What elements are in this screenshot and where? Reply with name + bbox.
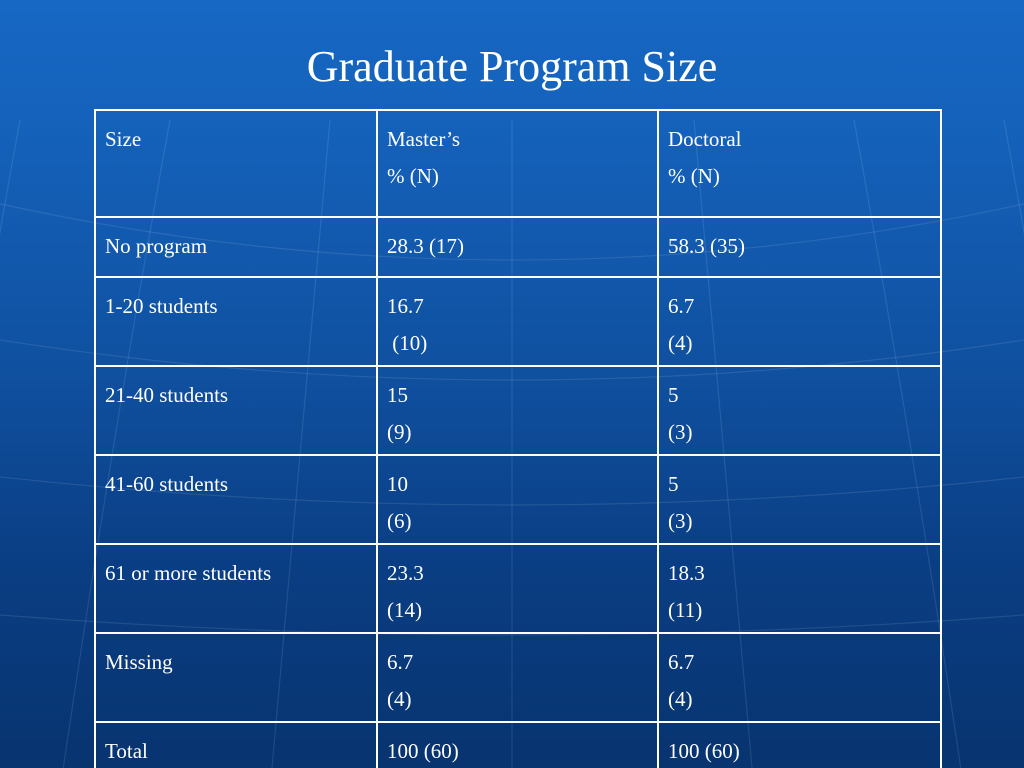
doctoral-percent: 5 xyxy=(668,472,679,496)
masters-cell: 6.7 (4) xyxy=(376,632,659,723)
size-label: 61 or more students xyxy=(105,561,272,585)
doctoral-percent: 6.7 xyxy=(668,294,695,318)
doctoral-cell: 6.7 (4) xyxy=(657,632,942,723)
doctoral-cell: 5 (3) xyxy=(657,365,942,456)
masters-percent: 23.3 xyxy=(387,561,424,585)
size-label: No program xyxy=(105,234,208,258)
program-size-table: Size Master’s % (N) Doctoral % (N) No pr… xyxy=(94,109,942,768)
masters-count: (4) xyxy=(387,687,412,711)
masters-percent: 16.7 xyxy=(387,294,424,318)
masters-value: 100 (60) xyxy=(387,739,459,763)
size-label: Total xyxy=(105,739,148,763)
doctoral-value: 100 (60) xyxy=(668,739,740,763)
slide-title: Graduate Program Size xyxy=(306,42,718,91)
table-row: No program 28.3 (17) 58.3 (35) xyxy=(94,216,942,278)
masters-cell: 23.3 (14) xyxy=(376,543,659,634)
masters-count: (10) xyxy=(387,331,428,355)
header-doctoral: Doctoral % (N) xyxy=(657,109,942,218)
masters-count: (9) xyxy=(387,420,412,444)
size-cell: Total xyxy=(94,721,378,768)
doctoral-cell: 100 (60) xyxy=(657,721,942,768)
table-row: 61 or more students 23.3 (14) 18.3 (11) xyxy=(94,543,942,634)
doctoral-count: (3) xyxy=(668,509,693,533)
size-label: 21-40 students xyxy=(105,383,229,407)
masters-count: (14) xyxy=(387,598,422,622)
masters-percent: 15 xyxy=(387,383,408,407)
masters-count: (6) xyxy=(387,509,412,533)
size-cell: Missing xyxy=(94,632,378,723)
size-cell: 1-20 students xyxy=(94,276,378,367)
table-row: 1-20 students 16.7 (10) 6.7 (4) xyxy=(94,276,942,367)
header-masters-label: Master’s xyxy=(387,127,461,151)
masters-cell: 16.7 (10) xyxy=(376,276,659,367)
doctoral-count: (4) xyxy=(668,331,693,355)
masters-value: 28.3 (17) xyxy=(387,234,464,258)
header-masters: Master’s % (N) xyxy=(376,109,659,218)
doctoral-count: (11) xyxy=(668,598,703,622)
doctoral-percent: 5 xyxy=(668,383,679,407)
doctoral-value: 58.3 (35) xyxy=(668,234,745,258)
header-masters-unit: % (N) xyxy=(387,164,439,188)
header-doctoral-label: Doctoral xyxy=(668,127,742,151)
masters-cell: 10 (6) xyxy=(376,454,659,545)
masters-cell: 15 (9) xyxy=(376,365,659,456)
doctoral-percent: 6.7 xyxy=(668,650,695,674)
masters-cell: 28.3 (17) xyxy=(376,216,659,278)
header-size: Size xyxy=(94,109,378,218)
doctoral-cell: 5 (3) xyxy=(657,454,942,545)
size-cell: No program xyxy=(94,216,378,278)
size-label: Missing xyxy=(105,650,173,674)
doctoral-cell: 6.7 (4) xyxy=(657,276,942,367)
table-row: 21-40 students 15 (9) 5 (3) xyxy=(94,365,942,456)
masters-percent: 6.7 xyxy=(387,650,414,674)
doctoral-count: (4) xyxy=(668,687,693,711)
doctoral-cell: 58.3 (35) xyxy=(657,216,942,278)
size-label: 1-20 students xyxy=(105,294,218,318)
doctoral-percent: 18.3 xyxy=(668,561,705,585)
size-cell: 61 or more students xyxy=(94,543,378,634)
table-row: Missing 6.7 (4) 6.7 (4) xyxy=(94,632,942,723)
table-row-total: Total 100 (60) 100 (60) xyxy=(94,721,942,768)
size-cell: 41-60 students xyxy=(94,454,378,545)
size-label: 41-60 students xyxy=(105,472,229,496)
masters-cell: 100 (60) xyxy=(376,721,659,768)
doctoral-cell: 18.3 (11) xyxy=(657,543,942,634)
header-size-label: Size xyxy=(105,127,142,151)
header-doctoral-unit: % (N) xyxy=(668,164,720,188)
size-cell: 21-40 students xyxy=(94,365,378,456)
table-row: 41-60 students 10 (6) 5 (3) xyxy=(94,454,942,545)
doctoral-count: (3) xyxy=(668,420,693,444)
table-header-row: Size Master’s % (N) Doctoral % (N) xyxy=(94,109,942,218)
masters-percent: 10 xyxy=(387,472,408,496)
